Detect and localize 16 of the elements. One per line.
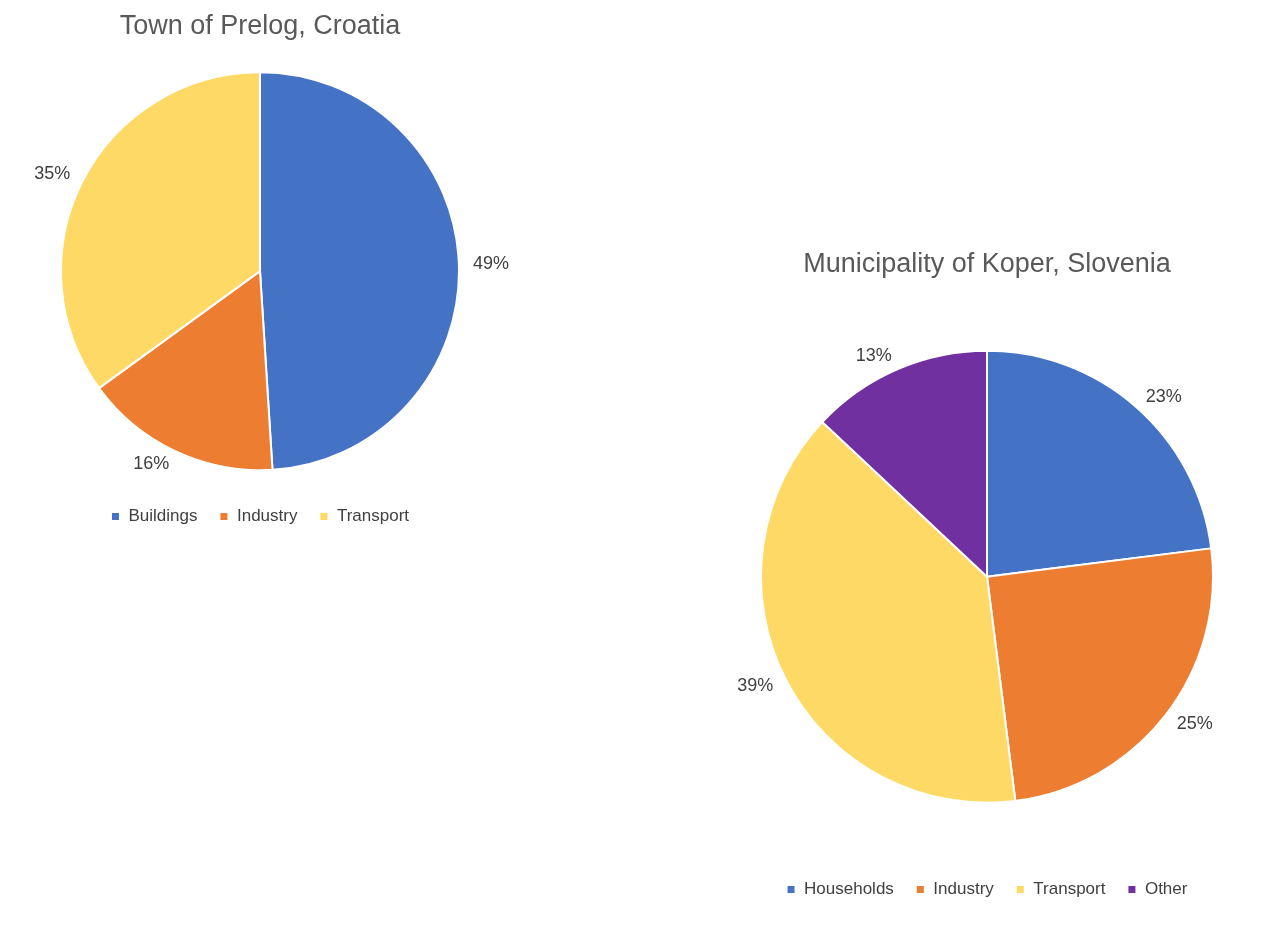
legend-label: Transport bbox=[336, 506, 410, 526]
chart-title: Town of Prelog, Croatia bbox=[119, 9, 402, 40]
data-label: 25% bbox=[1176, 712, 1213, 733]
legend-label: Households bbox=[804, 879, 894, 899]
data-label: 39% bbox=[737, 674, 774, 695]
data-label: 16% bbox=[133, 452, 170, 473]
legend-label: Transport bbox=[1033, 879, 1106, 899]
data-label: 35% bbox=[34, 163, 71, 184]
legend-label: Industry bbox=[933, 879, 995, 899]
data-label: 23% bbox=[1145, 385, 1182, 406]
legend-label: Other bbox=[1144, 879, 1188, 899]
data-label: 13% bbox=[855, 345, 892, 366]
legend-label: Buildings bbox=[128, 506, 198, 526]
legend-label: Industry bbox=[236, 506, 298, 526]
data-label: 49% bbox=[472, 253, 509, 274]
chart-title: Municipality of Koper, Slovenia bbox=[803, 247, 1172, 278]
